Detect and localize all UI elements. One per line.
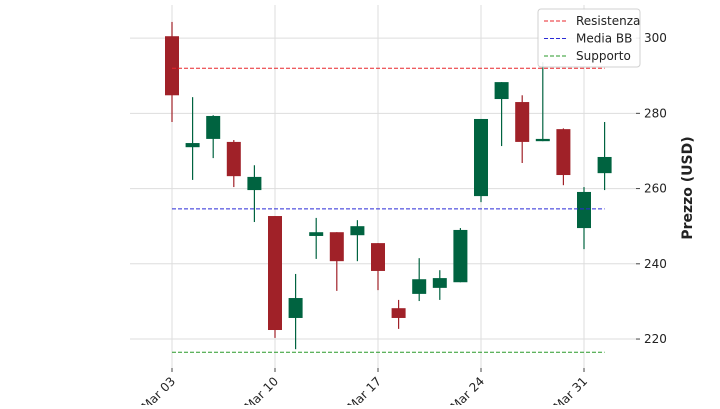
y-tick-label: 280	[644, 106, 667, 120]
legend-label: Supporto	[576, 49, 631, 63]
candle-body	[268, 216, 282, 331]
candle-body	[453, 229, 468, 283]
candle-body	[206, 115, 221, 139]
x-tick-label: Mar 10	[242, 374, 281, 405]
candle-body	[185, 143, 200, 148]
candle-body	[597, 156, 612, 174]
candle-body	[535, 138, 550, 142]
x-tick-label: Mar 24	[448, 374, 487, 405]
candle-body	[309, 232, 324, 236]
x-tick-label: Mar 17	[345, 374, 384, 405]
candle-body	[432, 278, 447, 288]
candle-body	[515, 102, 530, 142]
candle-body	[474, 118, 488, 197]
candle-body	[494, 82, 509, 100]
y-tick-label: 240	[644, 257, 667, 271]
x-tick-label: Mar 03	[139, 374, 178, 405]
candle-body	[371, 243, 385, 271]
y-tick-label: 300	[644, 31, 667, 45]
candle-body	[329, 232, 344, 262]
candle-body	[556, 129, 571, 176]
candle-body	[350, 226, 365, 236]
y-axis-label: Prezzo (USD)	[680, 136, 696, 239]
candle-body	[391, 308, 406, 318]
legend-label: Media BB	[576, 32, 632, 46]
candle-body	[288, 298, 303, 318]
candle-body	[247, 176, 262, 191]
candle-body	[577, 191, 591, 229]
legend-label: Resistenza	[576, 14, 640, 28]
candle-body	[165, 36, 179, 96]
x-tick-label: Mar 31	[551, 374, 590, 405]
legend-box	[537, 8, 641, 68]
y-tick-label: 260	[644, 182, 667, 196]
candle-body	[412, 279, 427, 294]
y-tick-label: 220	[644, 332, 667, 346]
candle-body	[226, 141, 241, 177]
